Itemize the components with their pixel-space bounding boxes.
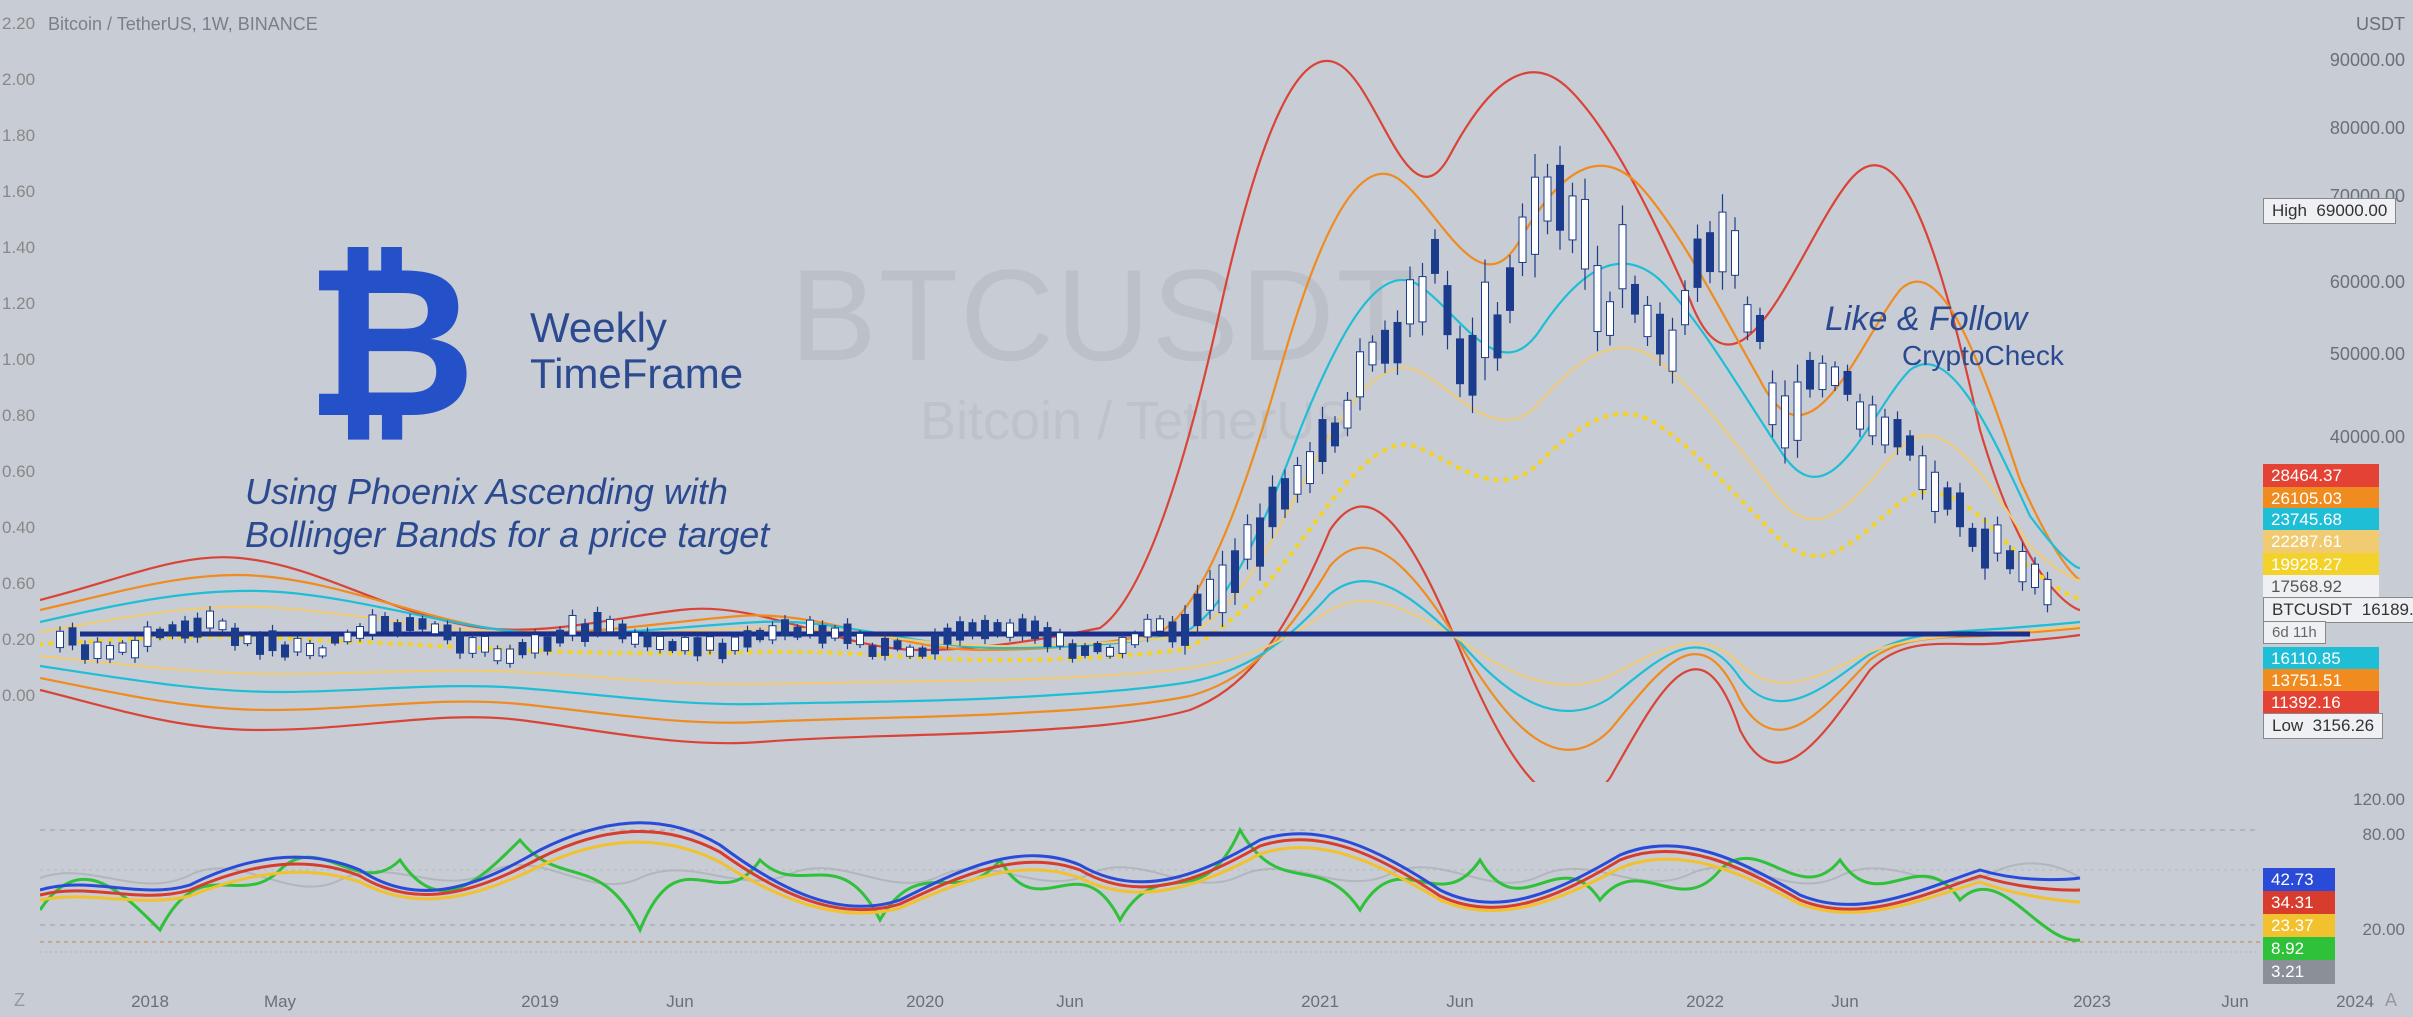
time-axis-tick: Jun xyxy=(1446,992,1473,1012)
bb-price-box: 22287.61 xyxy=(2263,530,2379,554)
left-scale-tick: 0.00 xyxy=(2,686,35,706)
time-axis-tick: Jun xyxy=(666,992,693,1012)
right-price-axis[interactable]: USDT 90000.0080000.0070000.0060000.00500… xyxy=(2263,10,2413,1000)
time-axis-tick: Jun xyxy=(1831,992,1858,1012)
bitcoin-logo-icon: ₿ xyxy=(305,222,476,464)
indicator-axis-tick: 20.00 xyxy=(2362,920,2405,940)
time-axis-tick: 2021 xyxy=(1301,992,1339,1012)
left-scale-tick: 1.60 xyxy=(2,182,35,202)
left-scale-tick: 0.40 xyxy=(2,518,35,538)
axis-currency-label: USDT xyxy=(2356,14,2405,35)
indicator-value-box: 3.21 xyxy=(2263,960,2335,984)
high-price-box: High 69000.00 xyxy=(2263,198,2396,224)
left-scale-tick: 0.20 xyxy=(2,630,35,650)
price-axis-tick: 40000.00 xyxy=(2330,427,2405,448)
left-scale-tick: 2.00 xyxy=(2,70,35,90)
indicator-value-box: 42.73 xyxy=(2263,868,2335,892)
time-axis-tick: Jun xyxy=(1056,992,1083,1012)
left-scale-tick: 1.40 xyxy=(2,238,35,258)
left-scale-tick: 0.60 xyxy=(2,462,35,482)
corner-left[interactable]: Z xyxy=(14,990,25,1011)
time-axis-tick: 2023 xyxy=(2073,992,2111,1012)
price-axis-tick: 60000.00 xyxy=(2330,272,2405,293)
left-scale-tick: 1.20 xyxy=(2,294,35,314)
time-axis-tick: 2018 xyxy=(131,992,169,1012)
time-axis-tick: 2020 xyxy=(906,992,944,1012)
indicator-chart[interactable] xyxy=(40,790,2260,965)
time-axis[interactable]: 2018 May 2019 Jun 2020 Jun 2021 Jun 2022 Jun 2023 J… xyxy=(40,987,2260,1017)
bb-price-box: 28464.37 xyxy=(2263,464,2379,488)
indicator-axis-tick: 80.00 xyxy=(2362,825,2405,845)
bb-price-box: 23745.68 xyxy=(2263,508,2379,532)
indicator-value-box: 23.37 xyxy=(2263,914,2335,938)
indicator-value-box: 8.92 xyxy=(2263,937,2335,961)
current-price-box: BTCUSDT 16189.62 xyxy=(2263,597,2413,623)
bb-price-box: 19928.27 xyxy=(2263,553,2379,577)
left-scale-tick: 0.80 xyxy=(2,406,35,426)
bb-price-box: 11392.16 xyxy=(2263,691,2379,715)
annotation-like-follow: Like & Follow xyxy=(1825,300,2027,339)
time-axis-tick: Jun xyxy=(2221,992,2248,1012)
price-axis-tick: 90000.00 xyxy=(2330,50,2405,71)
price-axis-tick: 50000.00 xyxy=(2330,344,2405,365)
left-scale-tick: 1.00 xyxy=(2,350,35,370)
annotation-author: CryptoCheck xyxy=(1902,340,2064,372)
indicator-value-box: 34.31 xyxy=(2263,891,2335,915)
price-axis-tick: 80000.00 xyxy=(2330,118,2405,139)
bb-price-box: 16110.85 xyxy=(2263,647,2379,671)
left-scale-tick: 2.20 xyxy=(2,14,35,34)
low-price-box: Low 3156.26 xyxy=(2263,713,2383,739)
indicator-axis-tick: 120.00 xyxy=(2353,790,2405,810)
bb-price-box: 13751.51 xyxy=(2263,669,2379,693)
corner-right[interactable]: A xyxy=(2385,990,2397,1011)
time-axis-tick: 2019 xyxy=(521,992,559,1012)
annotation-timeframe: Weekly TimeFrame xyxy=(530,305,743,397)
time-axis-tick: 2022 xyxy=(1686,992,1724,1012)
bb-price-box: 17568.92 xyxy=(2263,575,2379,599)
left-scale-tick: 1.80 xyxy=(2,126,35,146)
left-scale-tick: 0.60 xyxy=(2,574,35,594)
annotation-subtitle: Using Phoenix Ascending with Bollinger B… xyxy=(245,470,769,556)
time-axis-tick: 2024 xyxy=(2336,992,2374,1012)
time-axis-tick: May xyxy=(264,992,296,1012)
countdown-box: 6d 11h xyxy=(2263,621,2326,644)
